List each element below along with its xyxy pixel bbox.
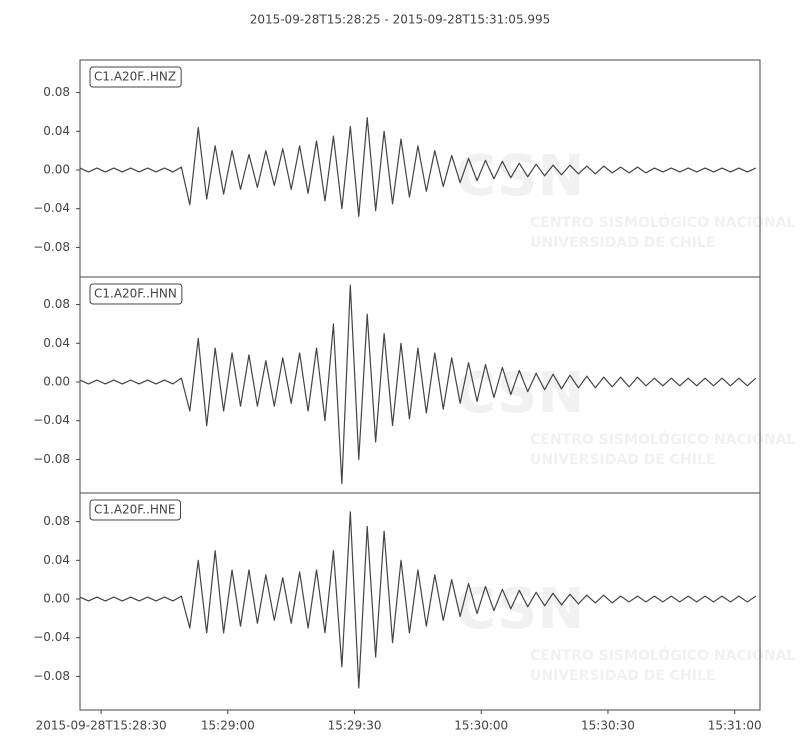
legend-label: C1.A20F..HNE	[94, 503, 176, 517]
watermark-text: CENTRO SISMOLÓGICO NACIONAL	[530, 213, 795, 231]
x-tick-label: 15:31:00	[708, 719, 762, 733]
y-tick-label: −0.08	[33, 669, 70, 683]
y-tick-label: 0.00	[43, 162, 70, 176]
y-tick-label: 0.04	[43, 553, 70, 567]
watermark-text: UNIVERSIDAD DE CHILE	[530, 668, 715, 684]
legend-label: C1.A20F..HNZ	[94, 70, 176, 84]
watermark-text: CENTRO SISMOLÓGICO NACIONAL	[530, 646, 795, 664]
watermark-text: UNIVERSIDAD DE CHILE	[530, 452, 715, 468]
waveform	[79, 511, 757, 689]
y-tick-label: 0.08	[43, 85, 70, 99]
y-tick-label: 0.08	[43, 514, 70, 528]
axes-frame	[79, 492, 761, 711]
y-tick-label: 0.00	[43, 592, 70, 606]
x-tick-label: 15:30:30	[581, 719, 635, 733]
legend-box	[89, 499, 181, 521]
x-tick-label: 15:29:30	[328, 719, 382, 733]
y-tick-label: −0.08	[33, 452, 70, 466]
y-tick-label: −0.04	[33, 630, 70, 644]
x-tick-label: 2015-09-28T15:28:30	[36, 719, 167, 733]
chart-title: 2015-09-28T15:28:25 - 2015-09-28T15:31:0…	[250, 13, 551, 27]
watermark-logo: CSN	[455, 144, 584, 209]
y-tick-label: 0.08	[43, 297, 70, 311]
legend-box	[89, 66, 182, 88]
y-tick-label: 0.00	[43, 375, 70, 389]
y-tick-label: −0.08	[33, 240, 70, 254]
y-tick-label: 0.04	[43, 336, 70, 350]
x-tick-label: 15:29:00	[201, 719, 255, 733]
watermark-logo: CSN	[455, 577, 584, 642]
y-tick-label: −0.04	[33, 413, 70, 427]
waveform	[79, 117, 757, 218]
y-tick-label: −0.04	[33, 201, 70, 215]
legend-label: C1.A20F..HNN	[94, 287, 177, 301]
y-tick-label: 0.04	[43, 124, 70, 138]
watermark-text: CENTRO SISMOLÓGICO NACIONAL	[530, 430, 795, 448]
watermark-text: UNIVERSIDAD DE CHILE	[530, 235, 715, 251]
waveform	[79, 284, 757, 485]
legend-box	[89, 283, 183, 305]
x-tick-label: 15:30:00	[454, 719, 508, 733]
